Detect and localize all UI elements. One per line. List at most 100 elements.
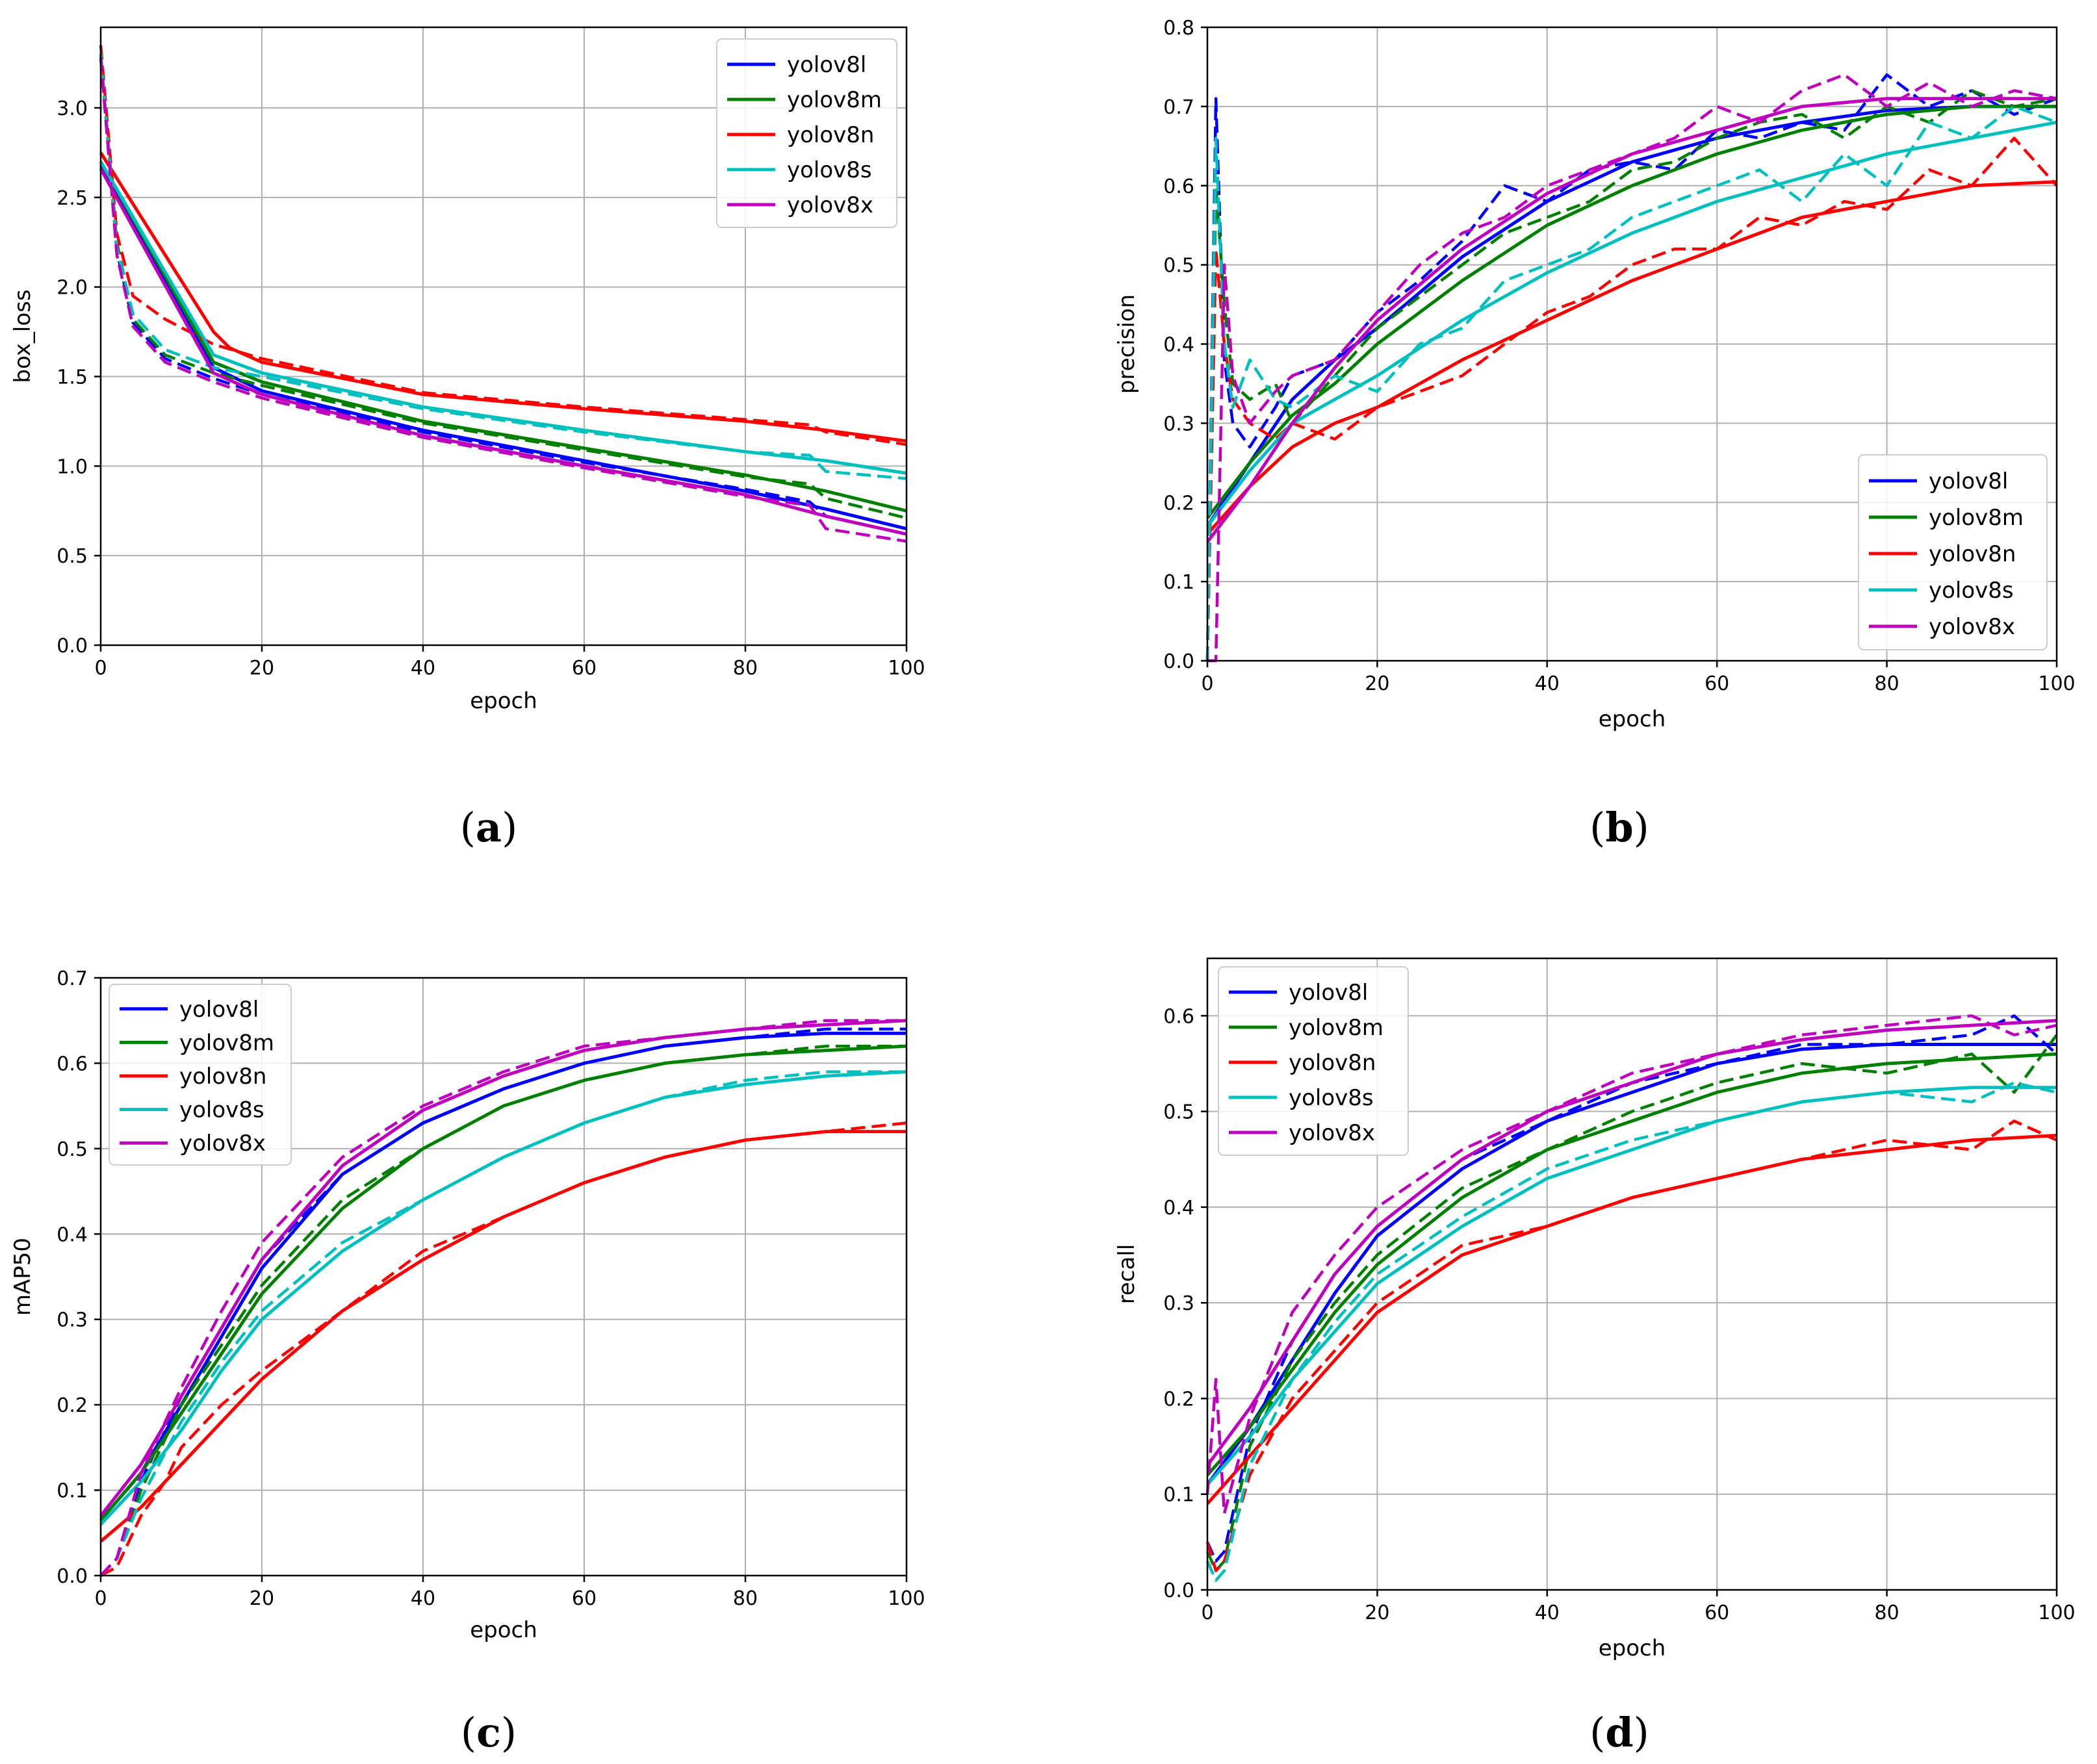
x-tick-label: 80: [1875, 672, 1899, 695]
y-tick-label: 0.2: [1163, 492, 1194, 515]
series-smooth-yolov8s: [1206, 1086, 2057, 1486]
y-tick-label: 0.1: [57, 1480, 88, 1503]
legend-label-yolov8x: yolov8x: [179, 1131, 266, 1157]
x-tick-label: 100: [2038, 672, 2075, 695]
x-axis-title: epoch: [1599, 706, 1666, 732]
legend-label-yolov8x: yolov8x: [1929, 614, 2015, 640]
x-tick-label: 0: [1201, 1602, 1213, 1624]
x-tick-label: 60: [572, 1587, 597, 1610]
panel-caption: (c): [461, 1709, 517, 1756]
legend-label-yolov8s: yolov8s: [179, 1097, 264, 1123]
chart-c: 0 20 40 60 80 100 0.0 0.1 0.2 0.3 0.4 0.5 0.6 0.7 epoc…: [10, 967, 925, 1756]
caption-close-paren: ): [1634, 1709, 1649, 1756]
series-smooth-yolov8s: [99, 160, 907, 475]
y-tick-label: 0.5: [1163, 255, 1194, 277]
x-tick-label: 20: [250, 657, 274, 680]
series-raw-yolov8s: [1205, 105, 2057, 661]
y-tick-label: 0.6: [1163, 175, 1194, 198]
y-tick-label: 0.3: [1163, 413, 1194, 435]
caption-close-paren: ): [501, 1709, 517, 1756]
legend-label-yolov8x: yolov8x: [1289, 1120, 1375, 1146]
caption-open-paren: (: [460, 804, 476, 851]
x-tick-label: 100: [2038, 1602, 2075, 1624]
legend-box: [1858, 454, 2048, 650]
x-tick-label: 20: [250, 1587, 274, 1610]
chart-b: 0 20 40 60 80 100 0.0 0.1 0.2 0.3 0.4 0.5 0.6 0.7 0.8 e…: [1114, 17, 2076, 851]
y-tick-label: 0.5: [57, 1138, 88, 1161]
series-raw-yolov8n: [1205, 1119, 2057, 1572]
caption-letter: c: [476, 1709, 501, 1756]
x-tick-label: 0: [94, 1587, 107, 1610]
x-tick-label: 20: [1365, 672, 1389, 695]
series-smooth-yolov8l: [1205, 105, 2057, 528]
plot-frame: [99, 26, 908, 646]
chart-a: 0 20 40 60 80 100 0.0 0.5 1.0 1.5 2.0 2.5 3.0 epoch bo…: [10, 26, 925, 851]
x-axis-title: epoch: [470, 688, 537, 714]
caption-open-paren: (: [461, 1709, 476, 1756]
y-tick-label: 0.0: [57, 635, 88, 658]
x-tick-label: 60: [572, 657, 597, 680]
legend-label-yolov8l: yolov8l: [787, 52, 866, 78]
plot-frame: [99, 977, 908, 1577]
legend-box: [1218, 966, 1409, 1156]
y-tick-label: 1.0: [57, 455, 88, 478]
legend-label-yolov8m: yolov8m: [1289, 1015, 1383, 1041]
x-axis-title: epoch: [1599, 1635, 1666, 1661]
series-smooth-yolov8n: [1206, 180, 2057, 535]
panel-caption: (a): [460, 804, 518, 851]
legend-label-yolov8x: yolov8x: [787, 192, 873, 218]
legend-label-yolov8n: yolov8n: [1289, 1050, 1376, 1076]
caption-close-paren: ): [502, 804, 517, 851]
chart-d: 0 20 40 60 80 100 0.0 0.1 0.2 0.3 0.4 0.5 0.6 epoch re…: [1114, 957, 2076, 1756]
series-raw-yolov8m: [99, 1044, 907, 1577]
series-raw-yolov8m: [1205, 1034, 2058, 1572]
caption-letter: a: [476, 804, 502, 851]
legend: yolov8l yolov8m yolov8n yolov8s yolov8x: [1858, 454, 2048, 650]
plot-frame: [1206, 957, 2058, 1591]
y-axis-title: precision: [1114, 294, 1140, 394]
y-axis-title: box_loss: [10, 289, 36, 383]
series-smooth-yolov8m: [1206, 105, 2057, 520]
legend: yolov8l yolov8m yolov8n yolov8s yolov8x: [1218, 966, 1409, 1156]
y-axis-title: mAP50: [10, 1238, 36, 1316]
y-tick-label: 2.5: [57, 187, 88, 210]
y-tick-label: 0.7: [1163, 96, 1194, 119]
series-raw-yolov8s: [1205, 1081, 2057, 1582]
x-tick-label: 80: [1875, 1602, 1899, 1624]
legend: yolov8l yolov8m yolov8n yolov8s yolov8x: [716, 38, 897, 228]
x-tick-label: 100: [888, 657, 925, 680]
series-smooth-yolov8x: [99, 1019, 907, 1517]
y-tick-label: 0.7: [57, 967, 88, 990]
y-tick-label: 0.5: [1163, 1101, 1194, 1124]
series-smooth-yolov8s: [99, 1070, 907, 1526]
x-tick-label: 80: [733, 1587, 758, 1610]
y-tick-label: 0.6: [57, 1053, 88, 1075]
series-smooth-yolov8l: [99, 164, 907, 531]
caption-letter: b: [1605, 804, 1633, 851]
x-tick-label: 20: [1365, 1602, 1389, 1624]
legend-label-yolov8m: yolov8m: [1929, 505, 2024, 531]
legend-label-yolov8l: yolov8l: [1289, 980, 1368, 1006]
y-tick-label: 2.0: [57, 277, 88, 300]
y-tick-label: 1.5: [57, 366, 88, 389]
series-smooth-yolov8l: [1205, 1043, 2057, 1486]
legend: yolov8l yolov8m yolov8n yolov8s yolov8x: [109, 984, 292, 1166]
y-tick-label: 0.8: [1163, 17, 1194, 40]
series-raw-yolov8l: [1205, 1014, 2058, 1563]
legend-label-yolov8n: yolov8n: [787, 122, 874, 148]
y-tick-label: 0.0: [57, 1565, 88, 1588]
series-smooth-yolov8n: [99, 1130, 907, 1543]
legend-label-yolov8m: yolov8m: [179, 1030, 274, 1056]
x-tick-label: 40: [1535, 1602, 1560, 1624]
series-smooth-yolov8m: [99, 1044, 907, 1522]
y-tick-label: 0.2: [57, 1394, 88, 1417]
caption-close-paren: ): [1634, 804, 1649, 851]
x-tick-label: 80: [733, 657, 758, 680]
x-tick-label: 0: [1201, 672, 1213, 695]
x-tick-label: 40: [411, 1587, 435, 1610]
y-tick-label: 0.3: [57, 1309, 88, 1332]
x-axis-title: epoch: [470, 1617, 537, 1643]
series-smooth-yolov8m: [1206, 1052, 2057, 1476]
y-tick-label: 3.0: [57, 97, 88, 120]
y-tick-label: 0.1: [1163, 1484, 1194, 1507]
